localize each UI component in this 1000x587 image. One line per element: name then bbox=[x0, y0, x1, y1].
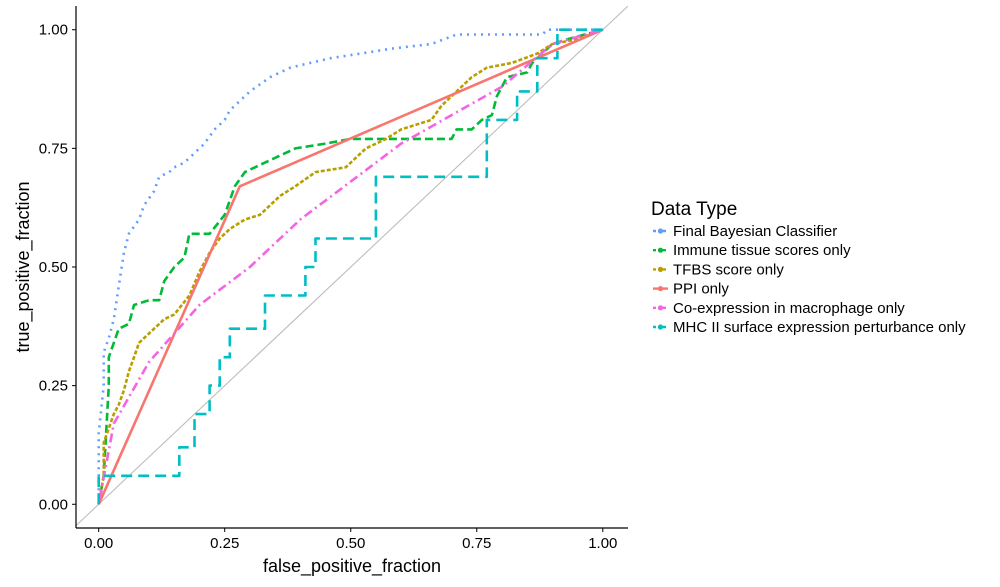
legend-item: Co-expression in macrophage only bbox=[653, 300, 905, 317]
x-tick-label: 0.00 bbox=[84, 535, 113, 552]
series-line-4 bbox=[97, 28, 604, 505]
axes: 0.00 0.25 0.50 0.75 1.00 0.00 0.25 0.50 0.75 1.0… bbox=[13, 6, 628, 577]
x-axis-title: false_positive_fraction bbox=[263, 556, 441, 577]
legend-item: Final Bayesian Classifier bbox=[653, 223, 837, 240]
legend-label: Immune tissue scores only bbox=[673, 242, 851, 259]
y-tick-label: 0.25 bbox=[39, 378, 68, 395]
y-axis-title: true_positive_fraction bbox=[13, 181, 34, 352]
plot-area bbox=[76, 6, 628, 527]
legend-key-dot bbox=[657, 228, 664, 234]
legend-key-dot bbox=[657, 286, 664, 292]
legend-key-dot bbox=[657, 266, 664, 272]
legend-label: Final Bayesian Classifier bbox=[673, 223, 837, 240]
legend-label: MHC II surface expression perturbance on… bbox=[673, 319, 966, 336]
legend: Data Type Final Bayesian Classifier Immun… bbox=[651, 199, 966, 336]
y-tick-label: 0.75 bbox=[39, 140, 68, 157]
series-line-5 bbox=[97, 28, 604, 505]
legend-label: Co-expression in macrophage only bbox=[673, 300, 905, 317]
series-line-2 bbox=[97, 28, 604, 505]
legend-title: Data Type bbox=[651, 199, 737, 220]
x-tick-label: 1.00 bbox=[588, 535, 617, 552]
legend-label: TFBS score only bbox=[673, 261, 784, 278]
x-tick-label: 0.25 bbox=[210, 535, 239, 552]
y-tick-label: 0.00 bbox=[39, 496, 68, 513]
legend-label: PPI only bbox=[673, 281, 729, 298]
x-ticks: 0.00 0.25 0.50 0.75 1.00 bbox=[84, 528, 617, 552]
y-tick-label: 1.00 bbox=[39, 22, 68, 39]
series-line-3 bbox=[97, 28, 604, 505]
y-ticks: 0.00 0.25 0.50 0.75 1.00 bbox=[39, 22, 76, 513]
x-tick-label: 0.75 bbox=[462, 535, 491, 552]
y-tick-label: 0.50 bbox=[39, 259, 68, 276]
legend-key-dot bbox=[657, 247, 664, 253]
legend-item: TFBS score only bbox=[653, 261, 784, 278]
legend-key-dot bbox=[657, 324, 664, 330]
legend-item: Immune tissue scores only bbox=[653, 242, 851, 259]
x-tick-label: 0.50 bbox=[336, 535, 365, 552]
series-line-6 bbox=[97, 28, 603, 505]
legend-item: PPI only bbox=[653, 281, 729, 298]
legend-items: Final Bayesian Classifier Immune tissue s… bbox=[653, 223, 966, 336]
legend-item: MHC II surface expression perturbance on… bbox=[653, 319, 966, 336]
diagonal-reference-line bbox=[76, 6, 628, 527]
legend-key-dot bbox=[657, 305, 664, 311]
